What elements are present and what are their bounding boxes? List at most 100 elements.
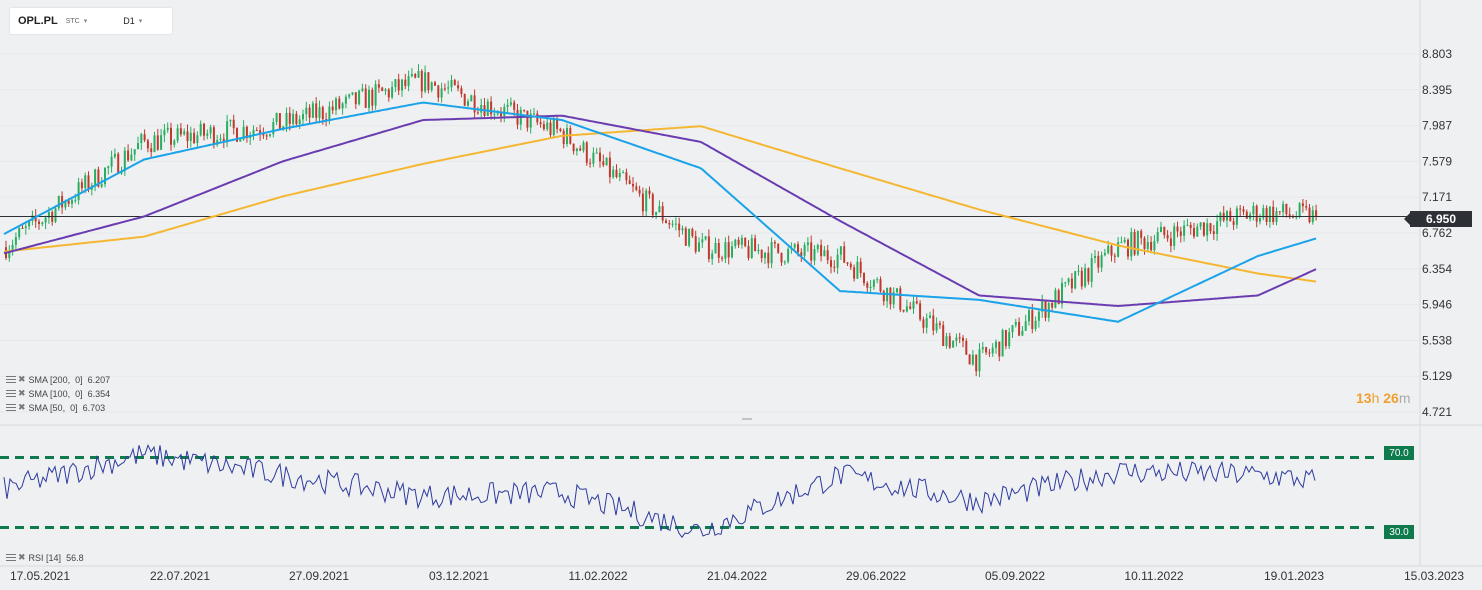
chevron-down-icon[interactable]: ▾ xyxy=(83,18,88,25)
candle-body xyxy=(1133,231,1136,255)
candle-body xyxy=(612,169,615,178)
candle-body xyxy=(1199,222,1202,227)
candle-body xyxy=(737,239,740,245)
candle-body xyxy=(615,169,618,178)
candle-body xyxy=(292,113,295,124)
candle-body xyxy=(420,70,423,92)
candle-body xyxy=(1202,222,1205,236)
candle-body xyxy=(443,88,446,90)
candle-body xyxy=(381,87,384,91)
candle-body xyxy=(1130,231,1133,257)
candle-body xyxy=(935,323,938,331)
candle-body xyxy=(1097,255,1100,268)
candle-body xyxy=(57,195,60,209)
candle-body xyxy=(189,132,192,142)
candle-body xyxy=(209,127,212,134)
x-tick-label: 10.11.2022 xyxy=(1124,569,1183,583)
candle-body xyxy=(1295,216,1298,218)
candle-body xyxy=(760,249,763,259)
chevron-down-icon[interactable]: ▾ xyxy=(138,18,143,25)
candle-body xyxy=(493,113,496,115)
candle-body xyxy=(34,215,37,222)
candle-body xyxy=(219,138,222,141)
candle-body xyxy=(688,229,691,246)
candle-countdown: 13h 26m xyxy=(1356,390,1411,406)
x-tick-label: 15.03.2023 xyxy=(1404,569,1464,583)
candle-body xyxy=(731,246,733,258)
candle-body xyxy=(1136,231,1139,255)
candle-body xyxy=(38,221,40,225)
timeframe-selector[interactable]: D1 xyxy=(123,16,135,26)
close-icon[interactable]: ✖ xyxy=(18,552,26,562)
candle-body xyxy=(298,119,301,124)
candle-body xyxy=(206,133,209,136)
candle-body xyxy=(622,172,625,174)
symbol-name: OPL.PL xyxy=(18,15,58,27)
candle-body xyxy=(922,319,925,328)
candle-body xyxy=(1272,206,1275,222)
y-tick-label: 7.987 xyxy=(1422,119,1452,133)
candle-body xyxy=(351,92,354,95)
candle-body xyxy=(509,102,512,105)
candle-body xyxy=(335,98,337,111)
candle-body xyxy=(740,237,743,245)
candle-body xyxy=(1061,282,1063,304)
candle-body xyxy=(810,242,813,261)
sma200-line xyxy=(3,125,1317,283)
list-icon[interactable] xyxy=(6,389,16,398)
list-icon[interactable] xyxy=(6,375,16,384)
candle-body xyxy=(1011,325,1014,333)
y-tick-label: 7.171 xyxy=(1422,190,1452,204)
candle-body xyxy=(1051,303,1054,308)
candle-body xyxy=(113,153,116,157)
candle-body xyxy=(401,79,403,91)
legend-sma200: ✖ SMA [200, 0] 6.207 xyxy=(6,374,110,385)
candle-body xyxy=(11,244,14,251)
candle-body xyxy=(757,249,760,252)
list-icon[interactable] xyxy=(6,403,16,412)
candle-body xyxy=(1120,242,1123,244)
candle-body xyxy=(394,79,397,88)
symbol-selector[interactable]: OPL.PL STC ▾ D1 ▾ xyxy=(10,8,172,34)
candle-body xyxy=(100,184,103,187)
candle-body xyxy=(1166,235,1169,239)
last-price-tag: 6.950 xyxy=(1404,211,1472,227)
candle-body xyxy=(1173,226,1176,246)
candle-body xyxy=(24,226,27,229)
close-icon[interactable]: ✖ xyxy=(18,388,26,398)
candle-body xyxy=(490,101,493,115)
candle-body xyxy=(523,109,526,111)
candle-body xyxy=(450,80,453,88)
candle-body xyxy=(1255,205,1258,222)
candle-body xyxy=(912,301,915,309)
candle-body xyxy=(1301,203,1304,207)
close-icon[interactable]: ✖ xyxy=(18,402,26,412)
candle-body xyxy=(104,168,106,185)
candle-body xyxy=(427,72,430,91)
candle-body xyxy=(321,107,324,120)
candle-body xyxy=(1315,210,1318,217)
list-icon[interactable] xyxy=(6,553,16,562)
y-tick-label: 7.579 xyxy=(1422,154,1452,168)
candle-body xyxy=(803,245,806,256)
candle-body xyxy=(414,74,417,78)
candle-body xyxy=(97,169,100,187)
candle-body xyxy=(608,157,611,178)
candle-body xyxy=(1018,321,1021,336)
candle-body xyxy=(711,253,714,260)
candle-body xyxy=(945,336,948,347)
candle-body xyxy=(1084,268,1087,287)
candle-body xyxy=(1143,237,1146,249)
candle-body xyxy=(1004,330,1007,347)
candle-body xyxy=(315,103,318,118)
candle-body xyxy=(269,134,271,136)
candle-body xyxy=(876,279,879,281)
candle-body xyxy=(222,138,225,143)
candle-body xyxy=(463,94,466,106)
legend-label: RSI [14] 56.8 xyxy=(28,552,84,563)
close-icon[interactable]: ✖ xyxy=(18,374,26,384)
candle-body xyxy=(338,98,341,109)
candle-body xyxy=(592,152,595,164)
candle-body xyxy=(1100,255,1103,268)
